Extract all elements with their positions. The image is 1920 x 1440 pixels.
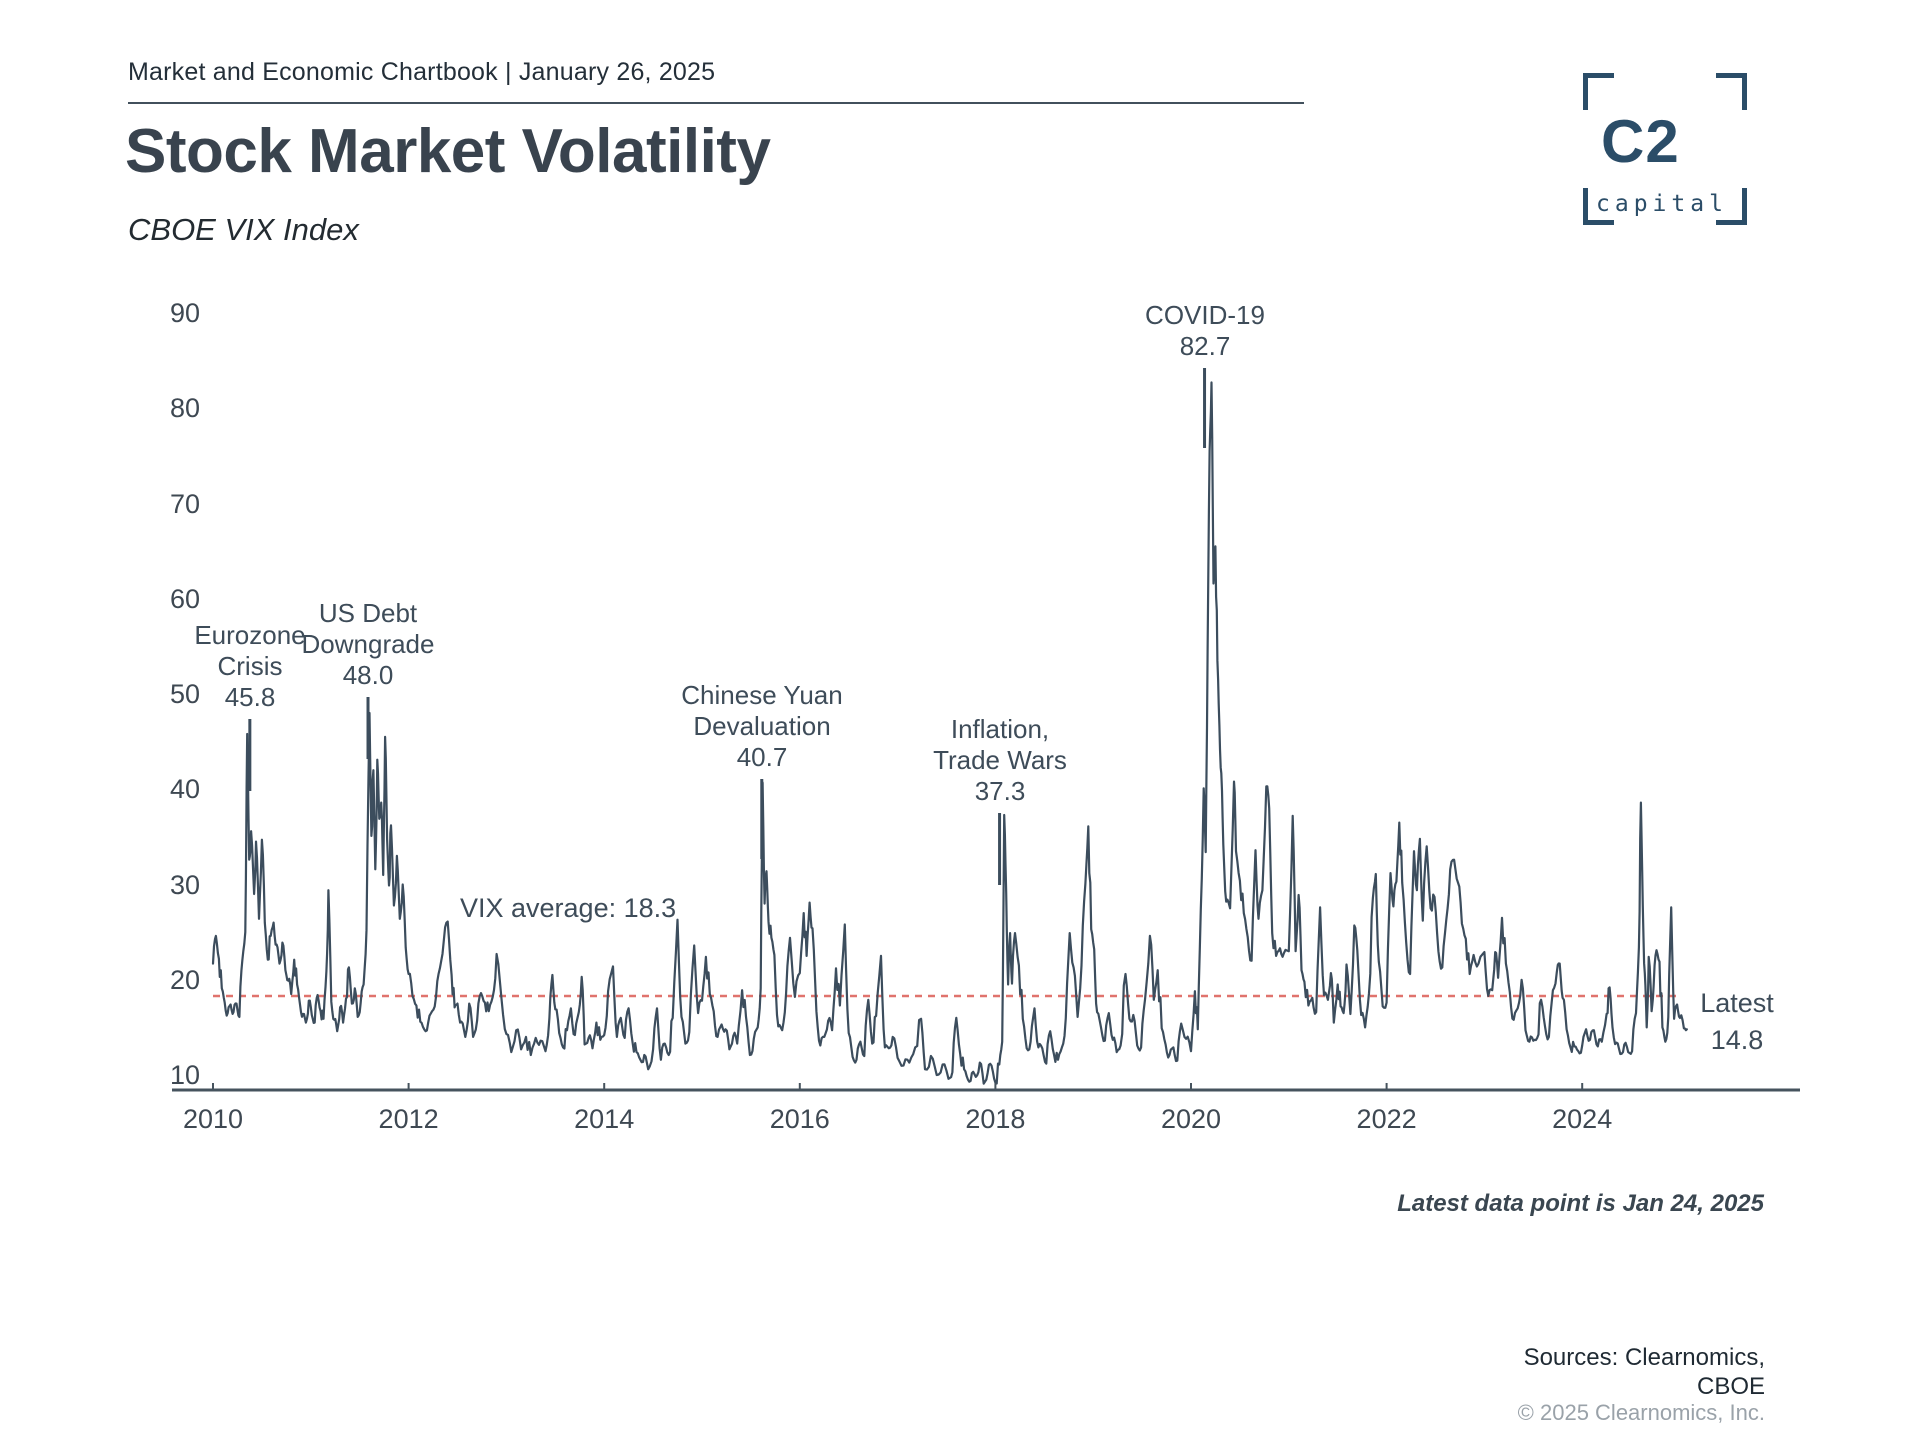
y-tick-label: 20	[169, 964, 200, 995]
x-tick-label: 2020	[1160, 1104, 1222, 1134]
c2-capital-logo: C2 capital	[1583, 73, 1747, 225]
x-tick-label: 2012	[378, 1104, 439, 1134]
x-tick-label: 2018	[965, 1104, 1026, 1134]
annotation-line: COVID-19	[1145, 300, 1265, 330]
annotation-line: Trade Wars	[933, 745, 1067, 775]
page-title: Stock Market Volatility	[125, 117, 771, 186]
y-tick-label: 70	[169, 488, 200, 519]
latest-data-footnote: Latest data point is Jan 24, 2025	[1397, 1190, 1764, 1217]
x-tick-label: 2010	[182, 1104, 244, 1134]
sources-line-1: Sources: Clearnomics,	[1523, 1344, 1765, 1371]
annotation-covid-19: COVID-19 82.7	[1145, 300, 1265, 448]
annotation-pointer-line	[998, 813, 1002, 885]
y-tick-label: 80	[169, 393, 200, 424]
copyright-note: © 2025 Clearnomics, Inc.	[1517, 1400, 1765, 1425]
logo-corner-icon	[1716, 188, 1747, 225]
y-tick-label: 10	[169, 1060, 200, 1090]
y-tick-label: 60	[169, 583, 200, 614]
annotation-eurozone-crisis: Eurozone Crisis 45.8	[194, 620, 306, 791]
annotation-chinese-yuan-devaluation: Chinese Yuan Devaluation 40.7	[681, 680, 843, 859]
y-tick-label: 40	[169, 774, 200, 805]
x-tick-label: 2024	[1552, 1104, 1613, 1134]
annotation-pointer-line	[760, 779, 764, 859]
annotation-pointer-line	[248, 719, 252, 791]
annotation-line: Chinese Yuan	[681, 680, 843, 710]
annotation-inflation-trade-wars: Inflation, Trade Wars 37.3	[933, 714, 1067, 885]
x-tick-label: 2014	[574, 1104, 635, 1134]
sources-line-2: CBOE	[1696, 1373, 1765, 1400]
annotation-value: 45.8	[224, 682, 276, 712]
x-axis-ticks	[212, 1083, 1584, 1090]
logo-corner-icon	[1716, 73, 1747, 110]
annotation-value: 82.7	[1179, 331, 1231, 361]
y-tick-label: 30	[169, 869, 200, 900]
chartbook-header: Market and Economic Chartbook | January …	[128, 58, 716, 86]
y-tick-label: 90	[169, 298, 200, 328]
latest-value-text: 14.8	[1710, 1025, 1764, 1055]
chart-subtitle: CBOE VIX Index	[128, 212, 359, 247]
latest-value-label: Latest 14.8	[1692, 985, 1782, 1059]
header-rule	[128, 102, 1304, 104]
latest-label-text: Latest	[1700, 988, 1774, 1018]
annotation-line: Downgrade	[301, 629, 435, 659]
annotation-us-debt-downgrade: US Debt Downgrade 48.0	[301, 598, 435, 759]
annotation-line: Inflation,	[950, 714, 1050, 744]
x-tick-label: 2016	[769, 1104, 830, 1134]
annotation-line: US Debt	[318, 598, 418, 628]
x-tick-label: 2022	[1356, 1104, 1417, 1134]
logo-c2-text: C2	[1601, 108, 1680, 175]
annotation-line: Devaluation	[693, 711, 831, 741]
annotation-value: 40.7	[736, 742, 788, 772]
annotation-line: Crisis	[217, 651, 283, 681]
logo-corner-icon	[1583, 188, 1614, 225]
annotation-value: 48.0	[342, 660, 394, 690]
sources-note: Sources: Clearnomics, CBOE	[1524, 1343, 1765, 1401]
annotation-pointer-line	[1203, 368, 1207, 448]
logo-capital-text: capital	[1596, 191, 1728, 217]
vix-series-line	[211, 381, 1688, 1085]
logo-corner-icon	[1583, 73, 1614, 110]
annotation-pointer-line	[366, 697, 370, 759]
annotation-line: Eurozone	[194, 620, 306, 650]
y-tick-label: 50	[169, 679, 200, 709]
vix-average-label: VIX average: 18.3	[460, 893, 677, 923]
annotation-value: 37.3	[974, 776, 1026, 806]
